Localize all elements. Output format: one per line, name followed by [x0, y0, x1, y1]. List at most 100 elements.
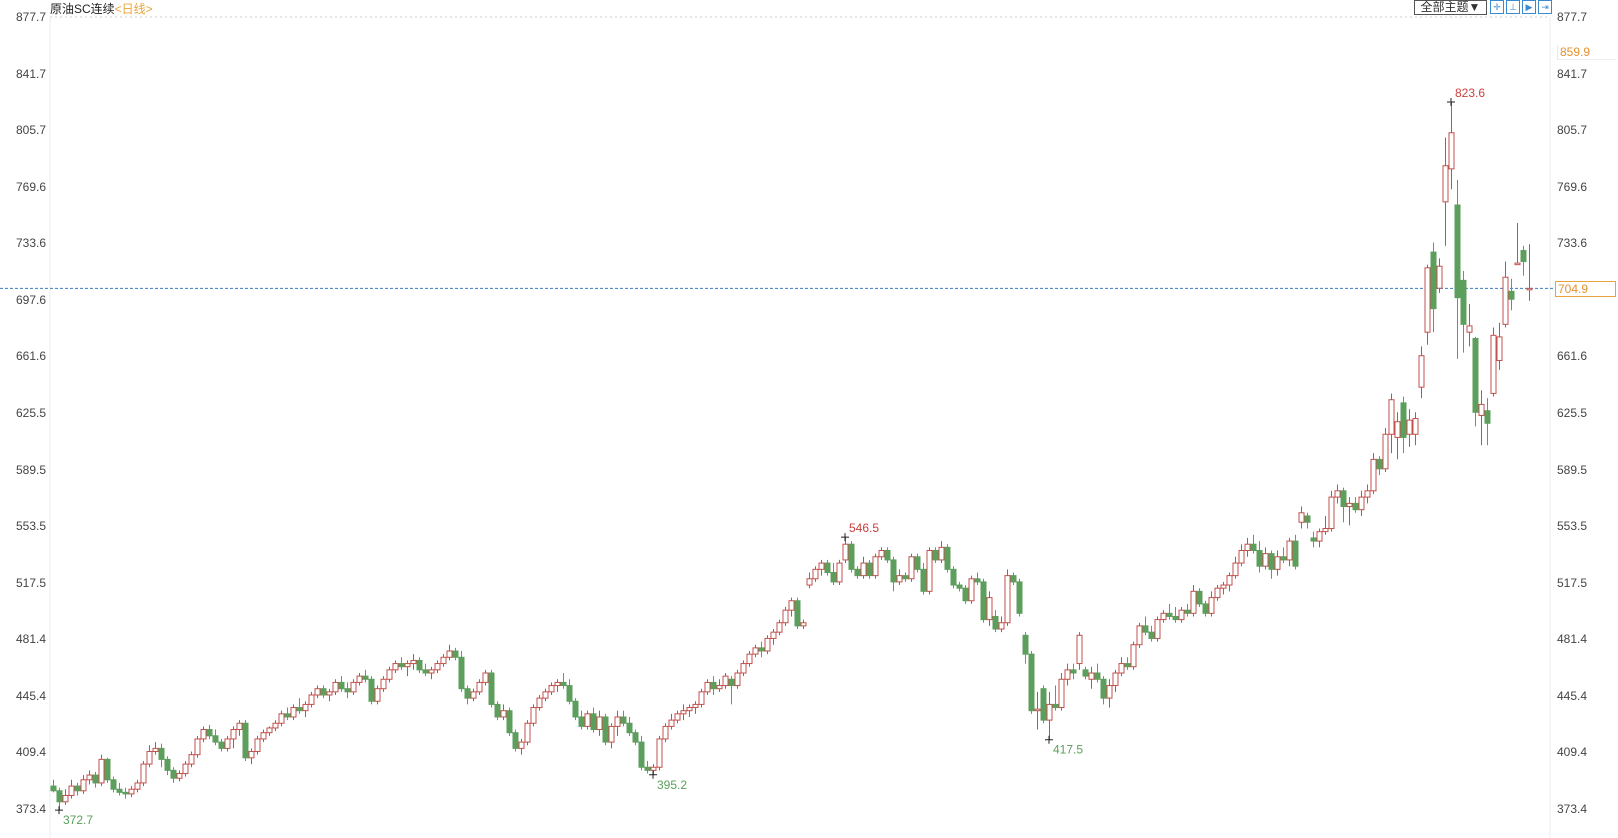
candle-up: [764, 637, 771, 652]
candle-up: [530, 707, 537, 724]
candle-up: [518, 741, 525, 749]
candle-up: [1220, 584, 1227, 589]
candle-up: [1394, 421, 1401, 438]
candle-down: [1472, 337, 1479, 413]
candle-up: [1232, 562, 1239, 577]
candle-up: [1526, 287, 1533, 291]
candle-down: [1268, 553, 1275, 570]
candle-up: [1178, 609, 1185, 621]
candle-down: [602, 716, 609, 743]
candle-up: [776, 622, 783, 633]
candle-down: [1304, 515, 1311, 523]
candle-up: [356, 675, 363, 683]
jump-end-icon[interactable]: ⇥: [1538, 0, 1552, 14]
candle-down: [464, 688, 471, 699]
candle-up: [1424, 267, 1431, 333]
candle-up: [692, 703, 699, 709]
right-y-tick-label: 877.7: [1557, 10, 1588, 24]
hover-price-label: 859.9: [1557, 45, 1616, 60]
candle-up: [1466, 325, 1473, 333]
zoom-fit-icon[interactable]: ⊥: [1506, 0, 1520, 14]
candle-down: [158, 747, 165, 760]
chart-title: 原油SC连续<日线>: [50, 0, 153, 17]
candle-down: [1340, 490, 1347, 508]
candle-up: [836, 562, 843, 583]
candle-up: [1004, 575, 1011, 624]
candle-up: [1088, 672, 1095, 680]
candle-down: [218, 741, 225, 749]
right-y-tick-label: 445.4: [1557, 688, 1588, 703]
candle-up: [584, 713, 591, 727]
candle-down: [914, 556, 921, 570]
candle-down: [1202, 603, 1209, 614]
left-y-tick-label: 697.6: [15, 292, 46, 307]
candle-up: [350, 681, 357, 693]
candle-down: [572, 700, 579, 718]
candle-up: [650, 766, 657, 771]
candle-up: [1514, 262, 1521, 266]
candle-up: [818, 562, 825, 570]
candle-up: [1214, 587, 1221, 599]
candle-up: [860, 562, 867, 577]
extreme-marker: [1447, 97, 1455, 106]
candle-up: [410, 659, 417, 665]
candle-up: [1382, 433, 1389, 470]
candle-down: [1460, 279, 1467, 325]
candle-up: [608, 725, 615, 743]
left-y-tick-label: 373.4: [15, 802, 46, 816]
candle-down: [950, 568, 957, 586]
candle-up: [878, 549, 885, 558]
candle-up: [800, 622, 807, 627]
candle-up: [1286, 540, 1293, 561]
extreme-marker: [649, 770, 657, 779]
candle-up: [1334, 490, 1341, 498]
candle-down: [854, 568, 861, 577]
candle-up: [332, 681, 339, 693]
candle-up: [434, 663, 441, 671]
candle-up: [188, 754, 195, 765]
candle-down: [116, 788, 123, 793]
candle-down: [1124, 663, 1131, 668]
candle-down: [866, 562, 873, 577]
candle-down: [728, 678, 735, 687]
candle-down: [1172, 615, 1179, 621]
candle-up: [128, 788, 135, 795]
candle-up: [1046, 703, 1053, 721]
candle-up: [1112, 672, 1119, 687]
candle-down: [50, 785, 57, 792]
candle-down: [1520, 250, 1527, 263]
theme-dropdown[interactable]: 全部主题▼: [1414, 0, 1487, 15]
candle-up: [908, 556, 915, 580]
candle-down: [974, 578, 981, 583]
candle-down: [164, 758, 171, 771]
candle-up: [62, 794, 69, 803]
candle-down: [1250, 543, 1257, 551]
candle-up: [668, 719, 675, 727]
candle-up: [554, 681, 561, 687]
candle-up: [500, 710, 507, 718]
candle-up: [788, 600, 795, 611]
candle-up: [80, 779, 87, 792]
candle-down: [1292, 540, 1299, 567]
play-icon[interactable]: ▶: [1522, 0, 1536, 14]
candle-up: [656, 738, 663, 768]
right-y-tick-label: 553.5: [1557, 519, 1588, 534]
candle-down: [92, 774, 99, 784]
candle-down: [170, 769, 177, 779]
candle-down: [590, 713, 597, 731]
candle-down: [830, 571, 837, 583]
candle-up: [1316, 531, 1323, 542]
period-selector[interactable]: <日线>: [114, 2, 153, 16]
left-y-tick-label: 445.4: [15, 688, 46, 703]
crosshair-icon[interactable]: ✛: [1490, 0, 1504, 14]
candle-down: [1376, 458, 1383, 470]
candle-down: [1142, 625, 1149, 633]
right-y-tick-label: 517.5: [1557, 575, 1588, 590]
candle-up: [1064, 669, 1071, 680]
candle-up: [1190, 590, 1197, 614]
candle-up: [704, 681, 711, 693]
candle-down: [338, 681, 345, 690]
candle-down: [1454, 204, 1461, 299]
candle-down: [212, 735, 219, 743]
